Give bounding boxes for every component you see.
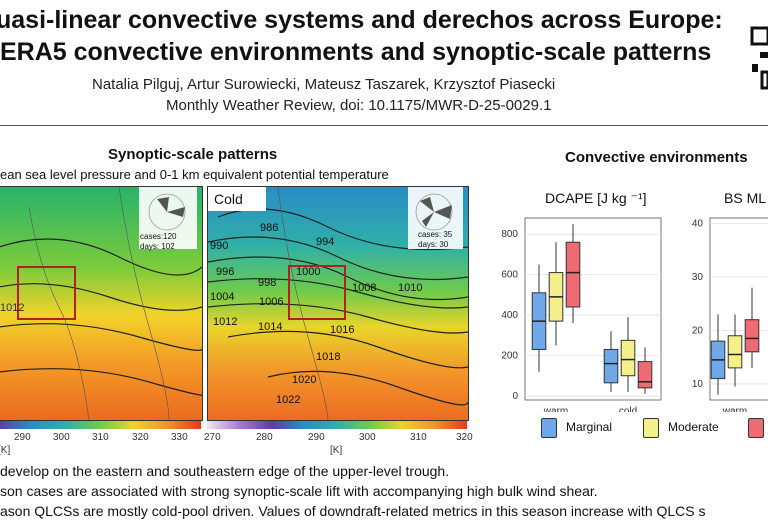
left-map bbox=[0, 186, 203, 421]
right-map bbox=[207, 186, 469, 421]
synoptic-section-title: Synoptic-scale patterns bbox=[108, 146, 278, 163]
isobar-label: 990 bbox=[210, 240, 229, 252]
legend-label-marginal: Marginal bbox=[566, 420, 613, 434]
poster-title-line2: ERA5 convective environments and synopti… bbox=[0, 38, 712, 66]
isobar-label: 1022 bbox=[276, 394, 301, 406]
isobar-label: 986 bbox=[260, 222, 279, 234]
qr-code-icon bbox=[750, 26, 768, 90]
bullet-text: son cases are associated with strong syn… bbox=[0, 483, 598, 499]
right-cbar-tick: 300 bbox=[359, 432, 376, 443]
dcape-panel-label: DCAPE [J kg ⁻¹] bbox=[545, 190, 647, 206]
left-map-graphic bbox=[0, 187, 202, 420]
legend-swatch-third bbox=[748, 418, 764, 438]
y-tick-label: 400 bbox=[501, 310, 518, 321]
y-tick-label: 40 bbox=[692, 218, 704, 229]
left-map-isobar-1012: 1012 bbox=[0, 302, 25, 314]
isobar-label: 994 bbox=[316, 236, 335, 248]
y-tick-label: 0 bbox=[512, 391, 518, 402]
boxplot-charts: 0 200 400 600 800 warm cold 10 20 30 40 warm bbox=[501, 217, 768, 412]
y-tick-label: 800 bbox=[501, 229, 518, 240]
y-tick-label: 30 bbox=[692, 272, 704, 283]
left-map-days: days: 102 bbox=[140, 242, 175, 251]
box bbox=[620, 339, 636, 377]
x-tick-label: cold bbox=[619, 406, 637, 412]
isobar-label: 1014 bbox=[258, 321, 283, 333]
citation: Monthly Weather Review, doi: 10.1175/MWR… bbox=[166, 97, 552, 114]
y-tick-label: 200 bbox=[501, 351, 518, 362]
x-tick-label: warm bbox=[543, 406, 568, 412]
isobar-label: 1008 bbox=[352, 282, 377, 294]
y-tick-label: 10 bbox=[692, 379, 704, 390]
right-map-graphic bbox=[208, 187, 468, 420]
left-cbar-tick: 330 bbox=[171, 432, 188, 443]
isobar-label: 1018 bbox=[316, 351, 341, 363]
isobar-label: 1016 bbox=[330, 324, 355, 336]
isobar-label: 1004 bbox=[210, 291, 235, 303]
dcape-boxplot: 0 200 400 600 800 warm cold bbox=[501, 224, 661, 412]
isobar-label: 1000 bbox=[296, 266, 321, 278]
legend-swatch-moderate bbox=[643, 418, 659, 438]
box bbox=[603, 348, 619, 384]
left-cbar-unit: [K] bbox=[0, 445, 11, 456]
poster-title-line1: uasi-linear convective systems and derec… bbox=[0, 6, 723, 34]
right-cbar-tick: 280 bbox=[256, 432, 273, 443]
x-tick-label: warm bbox=[722, 406, 747, 412]
box bbox=[637, 361, 653, 389]
left-cbar-tick: 290 bbox=[14, 432, 31, 443]
bullet-text: ason QLCSs are mostly cold-pool driven. … bbox=[0, 503, 706, 519]
right-cbar-unit: [K] bbox=[330, 445, 343, 456]
box bbox=[744, 319, 760, 353]
y-tick-label: 600 bbox=[501, 270, 518, 281]
legend-swatch-marginal bbox=[541, 418, 557, 438]
left-cbar-tick: 320 bbox=[132, 432, 149, 443]
right-cbar-tick: 310 bbox=[410, 432, 427, 443]
legend-label-moderate: Moderate bbox=[668, 420, 719, 434]
isobar-label: 1010 bbox=[398, 282, 423, 294]
right-cbar-tick: 320 bbox=[456, 432, 473, 443]
bullet-text: develop on the eastern and southeastern … bbox=[0, 463, 450, 479]
authors: Natalia Pilguj, Artur Surowiecki, Mateus… bbox=[92, 76, 556, 93]
right-map-cases: cases: 35 bbox=[418, 230, 453, 239]
right-colorbar bbox=[207, 421, 467, 429]
right-map-days: days: 30 bbox=[418, 240, 449, 249]
right-map-season-label: Cold bbox=[214, 191, 243, 207]
header-divider bbox=[0, 125, 768, 126]
y-tick-label: 20 bbox=[692, 325, 704, 336]
isobar-label: 996 bbox=[216, 266, 235, 278]
right-cbar-tick: 270 bbox=[204, 432, 221, 443]
left-colorbar bbox=[0, 421, 201, 429]
left-map-cases: cases:120 bbox=[140, 232, 177, 241]
left-cbar-tick: 300 bbox=[53, 432, 70, 443]
isobar-label: 998 bbox=[258, 277, 277, 289]
isobar-label: 1012 bbox=[213, 316, 238, 328]
box bbox=[727, 335, 743, 369]
isobar-label: 1020 bbox=[292, 374, 317, 386]
convective-section-title: Convective environments bbox=[565, 149, 748, 166]
right-cbar-tick: 290 bbox=[308, 432, 325, 443]
isobar-label: 1006 bbox=[259, 296, 284, 308]
left-cbar-tick: 310 bbox=[92, 432, 109, 443]
bs-panel-label: BS ML bbox=[724, 190, 767, 206]
bs-boxplot: 10 20 30 40 warm bbox=[692, 218, 768, 412]
box bbox=[565, 241, 581, 308]
synoptic-subtitle: ean sea level pressure and 0-1 km equiva… bbox=[0, 167, 389, 182]
